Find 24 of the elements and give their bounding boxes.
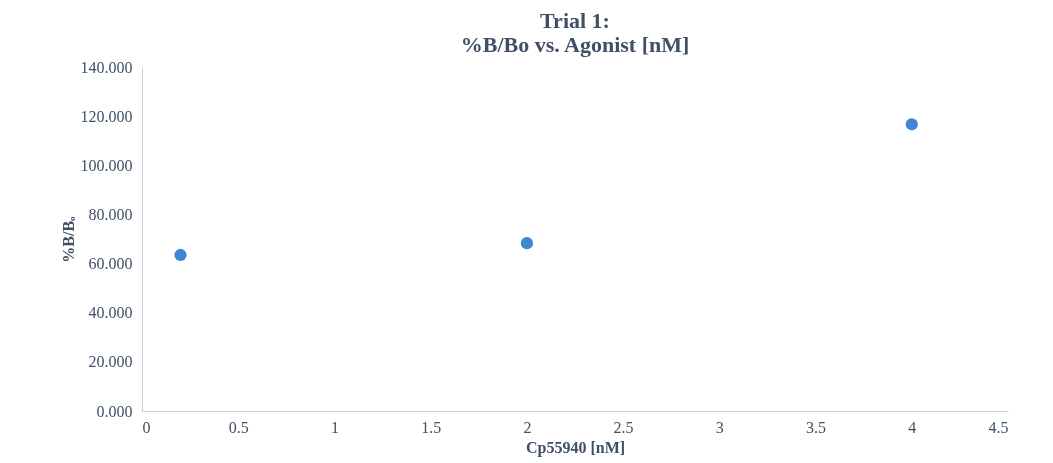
x-tick-label: 4 [908,418,917,436]
x-tick-label: 3.5 [806,418,827,436]
x-tick-label: 0.5 [228,418,249,436]
x-tick-label: 1 [330,418,339,436]
y-tick-label: 80.000 [88,205,133,223]
x-tick-label: 0 [142,418,151,436]
y-tick-label: 60.000 [88,255,133,273]
y-tick-label: 40.000 [88,304,133,322]
point [174,248,187,262]
x-tick-label: 2.5 [613,418,634,436]
x-tick-label: 2 [523,418,532,436]
point [905,118,918,131]
y-tick-label: 20.000 [88,353,133,371]
y-tick-label: 0.000 [96,402,133,420]
y-axis-title: %B/Bₒ [59,215,77,263]
y-tick-label: 140.000 [80,58,133,76]
y-tick-label: 120.000 [80,107,133,125]
point [520,237,534,250]
x-tick-label: 1.5 [421,418,442,436]
x-tick-label: 4.5 [988,418,1009,436]
x-axis-title: Cp55940 [nM] [525,438,626,457]
y-tick-label: 100.000 [80,156,133,174]
chart-title: Trial 1: %B/Bo vs. Agonist [nM] [460,8,690,57]
x-tick-label: 3 [715,418,724,436]
